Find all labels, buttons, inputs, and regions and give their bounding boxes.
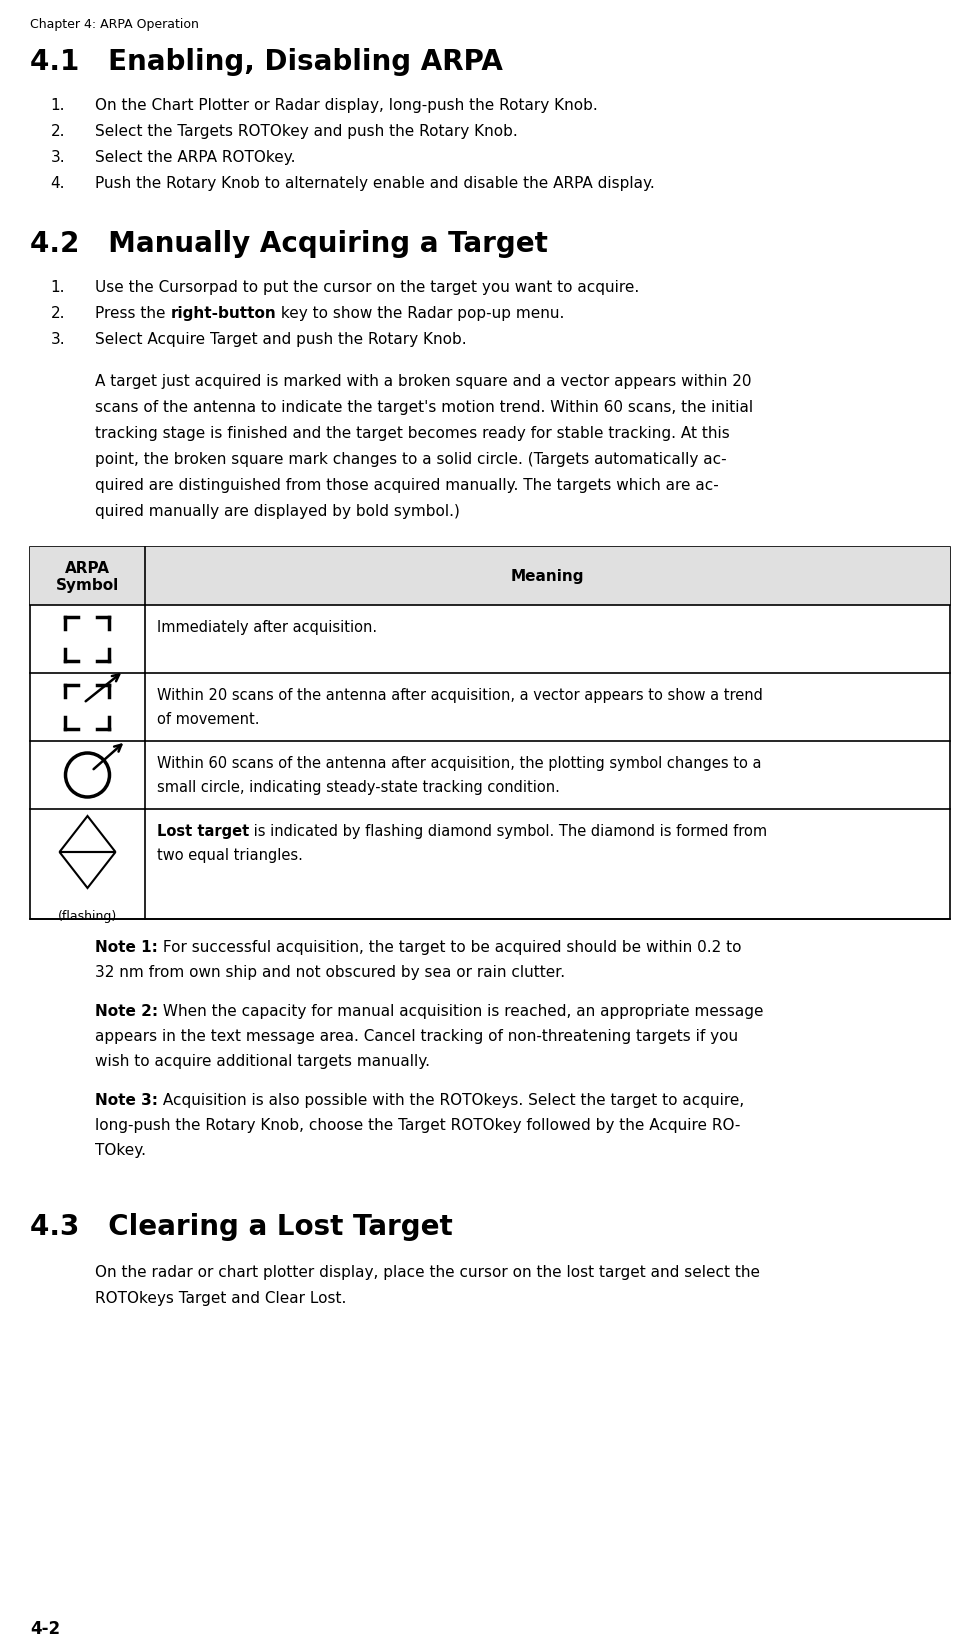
Text: small circle, indicating steady-state tracking condition.: small circle, indicating steady-state tr…	[156, 780, 559, 795]
Text: 1.: 1.	[51, 98, 65, 113]
Text: Note 2:: Note 2:	[95, 1003, 158, 1018]
Text: of movement.: of movement.	[156, 711, 259, 726]
Text: Note 3:: Note 3:	[95, 1092, 157, 1108]
Text: Within 20 scans of the antenna after acquisition, a vector appears to show a tre: Within 20 scans of the antenna after acq…	[156, 688, 762, 703]
Text: (flashing): (flashing)	[58, 910, 117, 923]
Text: 2.: 2.	[51, 125, 65, 139]
Text: 4.: 4.	[51, 175, 65, 190]
Text: key to show the Radar pop-up menu.: key to show the Radar pop-up menu.	[276, 306, 564, 321]
Text: 3.: 3.	[50, 149, 65, 166]
Text: Push the Rotary Knob to alternately enable and disable the ARPA display.: Push the Rotary Knob to alternately enab…	[95, 175, 654, 190]
Bar	[30, 547, 949, 606]
Text: wish to acquire additional targets manually.: wish to acquire additional targets manua…	[95, 1054, 429, 1069]
Text: 4.3   Clearing a Lost Target: 4.3 Clearing a Lost Target	[30, 1213, 452, 1241]
Text: Press the: Press the	[95, 306, 170, 321]
Text: ARPA
Symbol: ARPA Symbol	[56, 561, 119, 593]
Text: right-button: right-button	[170, 306, 276, 321]
Text: Select Acquire Target and push the Rotary Knob.: Select Acquire Target and push the Rotar…	[95, 331, 467, 347]
Text: A target just acquired is marked with a broken square and a vector appears withi: A target just acquired is marked with a …	[95, 374, 751, 388]
Text: scans of the antenna to indicate the target's motion trend. Within 60 scans, the: scans of the antenna to indicate the tar…	[95, 400, 752, 415]
Text: Note 1:: Note 1:	[95, 939, 157, 954]
Text: long-push the Rotary Knob, choose the Target ROTOkey followed by the Acquire RO-: long-push the Rotary Knob, choose the Ta…	[95, 1118, 739, 1133]
Text: is indicated by flashing diamond symbol. The diamond is formed from: is indicated by flashing diamond symbol.…	[249, 823, 767, 839]
Text: Meaning: Meaning	[511, 569, 584, 583]
Text: Immediately after acquisition.: Immediately after acquisition.	[156, 620, 377, 634]
Text: quired manually are displayed by bold symbol.): quired manually are displayed by bold sy…	[95, 503, 460, 518]
Text: quired are distinguished from those acquired manually. The targets which are ac-: quired are distinguished from those acqu…	[95, 477, 718, 493]
Bar	[30, 547, 949, 919]
Text: Lost target: Lost target	[156, 823, 249, 839]
Text: point, the broken square mark changes to a solid circle. (Targets automatically : point, the broken square mark changes to…	[95, 452, 726, 467]
Text: TOkey.: TOkey.	[95, 1142, 146, 1157]
Text: For successful acquisition, the target to be acquired should be within 0.2 to: For successful acquisition, the target t…	[157, 939, 740, 954]
Text: Select the ARPA ROTOkey.: Select the ARPA ROTOkey.	[95, 149, 295, 166]
Text: Within 60 scans of the antenna after acquisition, the plotting symbol changes to: Within 60 scans of the antenna after acq…	[156, 756, 761, 770]
Text: appears in the text message area. Cancel tracking of non-threatening targets if : appears in the text message area. Cancel…	[95, 1028, 737, 1044]
Text: 1.: 1.	[51, 280, 65, 295]
Text: tracking stage is finished and the target becomes ready for stable tracking. At : tracking stage is finished and the targe…	[95, 426, 729, 441]
Text: Acquisition is also possible with the ROTOkeys. Select the target to acquire,: Acquisition is also possible with the RO…	[157, 1092, 743, 1108]
Text: ROTOkeys Target and Clear Lost.: ROTOkeys Target and Clear Lost.	[95, 1290, 346, 1305]
Text: Use the Cursorpad to put the cursor on the target you want to acquire.: Use the Cursorpad to put the cursor on t…	[95, 280, 639, 295]
Text: Chapter 4: ARPA Operation: Chapter 4: ARPA Operation	[30, 18, 199, 31]
Text: two equal triangles.: two equal triangles.	[156, 847, 302, 862]
Text: On the radar or chart plotter display, place the cursor on the lost target and s: On the radar or chart plotter display, p…	[95, 1264, 759, 1278]
Text: 4.2   Manually Acquiring a Target: 4.2 Manually Acquiring a Target	[30, 229, 548, 257]
Text: 4-2: 4-2	[30, 1619, 60, 1637]
Text: 32 nm from own ship and not obscured by sea or rain clutter.: 32 nm from own ship and not obscured by …	[95, 964, 564, 980]
Text: When the capacity for manual acquisition is reached, an appropriate message: When the capacity for manual acquisition…	[158, 1003, 763, 1018]
Text: Select the Targets ROTOkey and push the Rotary Knob.: Select the Targets ROTOkey and push the …	[95, 125, 517, 139]
Text: On the Chart Plotter or Radar display, long-push the Rotary Knob.: On the Chart Plotter or Radar display, l…	[95, 98, 598, 113]
Text: 3.: 3.	[50, 331, 65, 347]
Text: 4.1   Enabling, Disabling ARPA: 4.1 Enabling, Disabling ARPA	[30, 48, 503, 75]
Text: 2.: 2.	[51, 306, 65, 321]
